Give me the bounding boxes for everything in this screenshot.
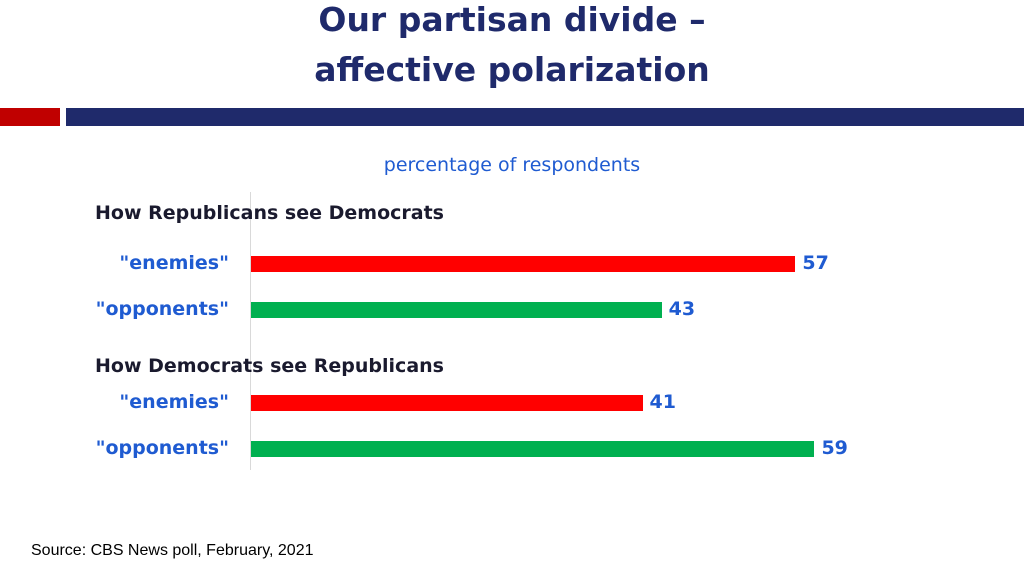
bar-label-rep-opponents: "opponents" — [95, 298, 229, 320]
page-title-line-1: Our partisan divide – — [318, 0, 706, 39]
chart-subtitle: percentage of respondents — [383, 154, 641, 176]
value-rep-opponents: 43 — [668, 298, 696, 320]
page-title-line-2: affective polarization — [314, 50, 710, 89]
bar-label-dem-enemies: "enemies" — [119, 391, 229, 413]
chart-axis-line — [250, 192, 251, 470]
source-note: Source: CBS News poll, February, 2021 — [31, 542, 314, 559]
group-label-democrats: How Democrats see Republicans — [95, 355, 444, 377]
bar-label-rep-enemies: "enemies" — [119, 252, 229, 274]
group-label-republicans: How Republicans see Democrats — [95, 202, 444, 224]
value-dem-opponents: 59 — [821, 437, 848, 459]
bar-rep-opponents — [251, 302, 662, 318]
title-band-red — [0, 108, 60, 126]
title-band-blue — [66, 108, 1024, 126]
bar-dem-enemies — [251, 395, 643, 411]
value-dem-enemies: 41 — [649, 391, 676, 413]
bar-label-dem-opponents: "opponents" — [95, 437, 229, 459]
bar-rep-enemies — [251, 256, 796, 272]
value-rep-enemies: 57 — [802, 252, 829, 274]
bar-dem-opponents — [251, 441, 815, 457]
